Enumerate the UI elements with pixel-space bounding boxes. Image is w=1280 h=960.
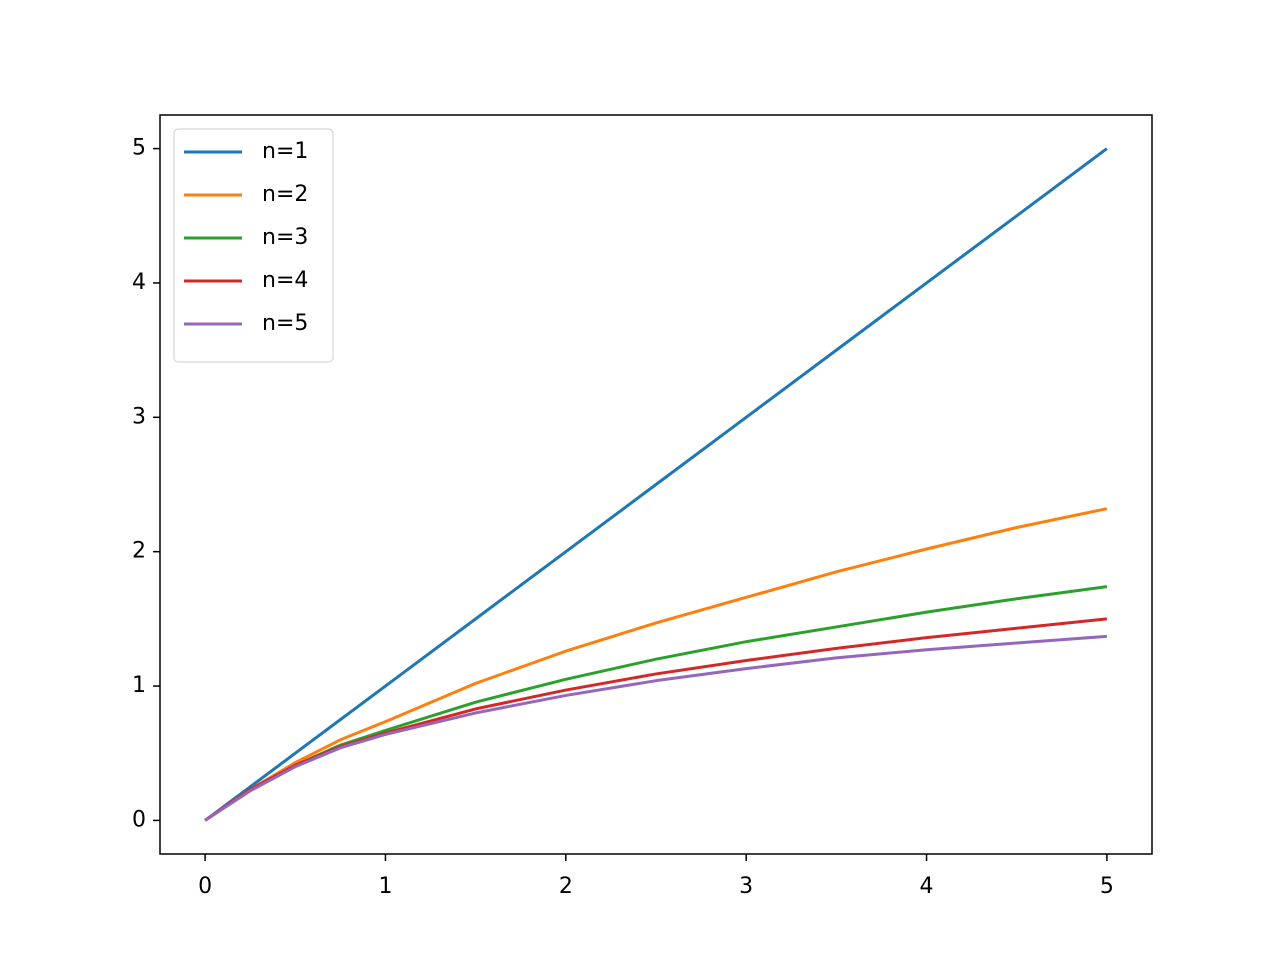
- legend-label: n=4: [262, 268, 308, 293]
- legend-box: [173, 128, 334, 363]
- y-tick-label: 3: [132, 404, 146, 429]
- line-series: [204, 507, 1108, 822]
- line-series: [204, 634, 1108, 822]
- x-tick-label: 2: [559, 874, 573, 899]
- x-tick-label: 0: [198, 874, 212, 899]
- y-tick-label: 2: [132, 539, 146, 564]
- x-tick-label: 5: [1100, 874, 1114, 899]
- x-tick-label: 3: [739, 874, 753, 899]
- x-tick-label: 1: [378, 874, 392, 899]
- legend-label: n=3: [262, 225, 308, 250]
- legend-label: n=5: [262, 311, 308, 336]
- line-series: [204, 147, 1108, 822]
- y-tick-label: 0: [132, 807, 146, 832]
- legend-label: n=2: [262, 182, 308, 207]
- y-tick-label: 4: [132, 270, 146, 295]
- x-tick-label: 4: [920, 874, 934, 899]
- plot-frame: [159, 114, 1153, 855]
- y-tick-label: 5: [132, 136, 146, 161]
- legend-label: n=1: [262, 139, 308, 164]
- y-tick-label: 1: [132, 673, 146, 698]
